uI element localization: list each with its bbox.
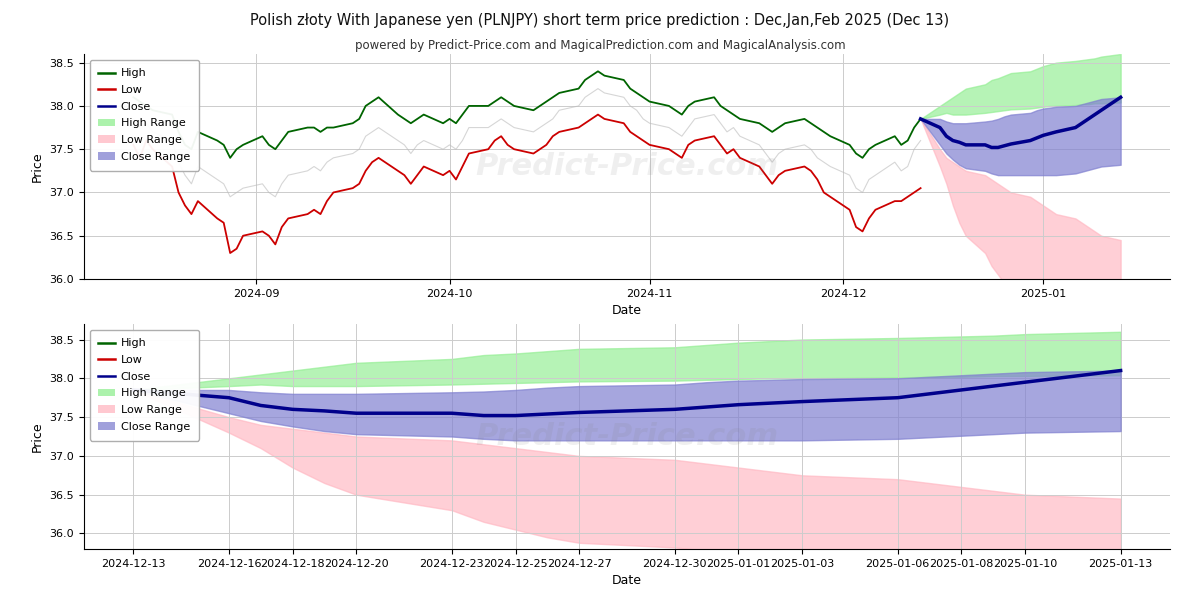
Y-axis label: Price: Price xyxy=(31,151,44,182)
X-axis label: Date: Date xyxy=(612,304,642,317)
Text: Predict-Price.com: Predict-Price.com xyxy=(475,152,779,181)
Legend: High, Low, Close, High Range, Low Range, Close Range: High, Low, Close, High Range, Low Range,… xyxy=(90,59,199,170)
Legend: High, Low, Close, High Range, Low Range, Close Range: High, Low, Close, High Range, Low Range,… xyxy=(90,329,199,440)
Y-axis label: Price: Price xyxy=(31,421,44,452)
X-axis label: Date: Date xyxy=(612,574,642,587)
Text: Polish złoty With Japanese yen (PLNJPY) short term price prediction : Dec,Jan,Fe: Polish złoty With Japanese yen (PLNJPY) … xyxy=(251,13,949,28)
Text: powered by Predict-Price.com and MagicalPrediction.com and MagicalAnalysis.com: powered by Predict-Price.com and Magical… xyxy=(355,39,845,52)
Text: Predict-Price.com: Predict-Price.com xyxy=(475,422,779,451)
